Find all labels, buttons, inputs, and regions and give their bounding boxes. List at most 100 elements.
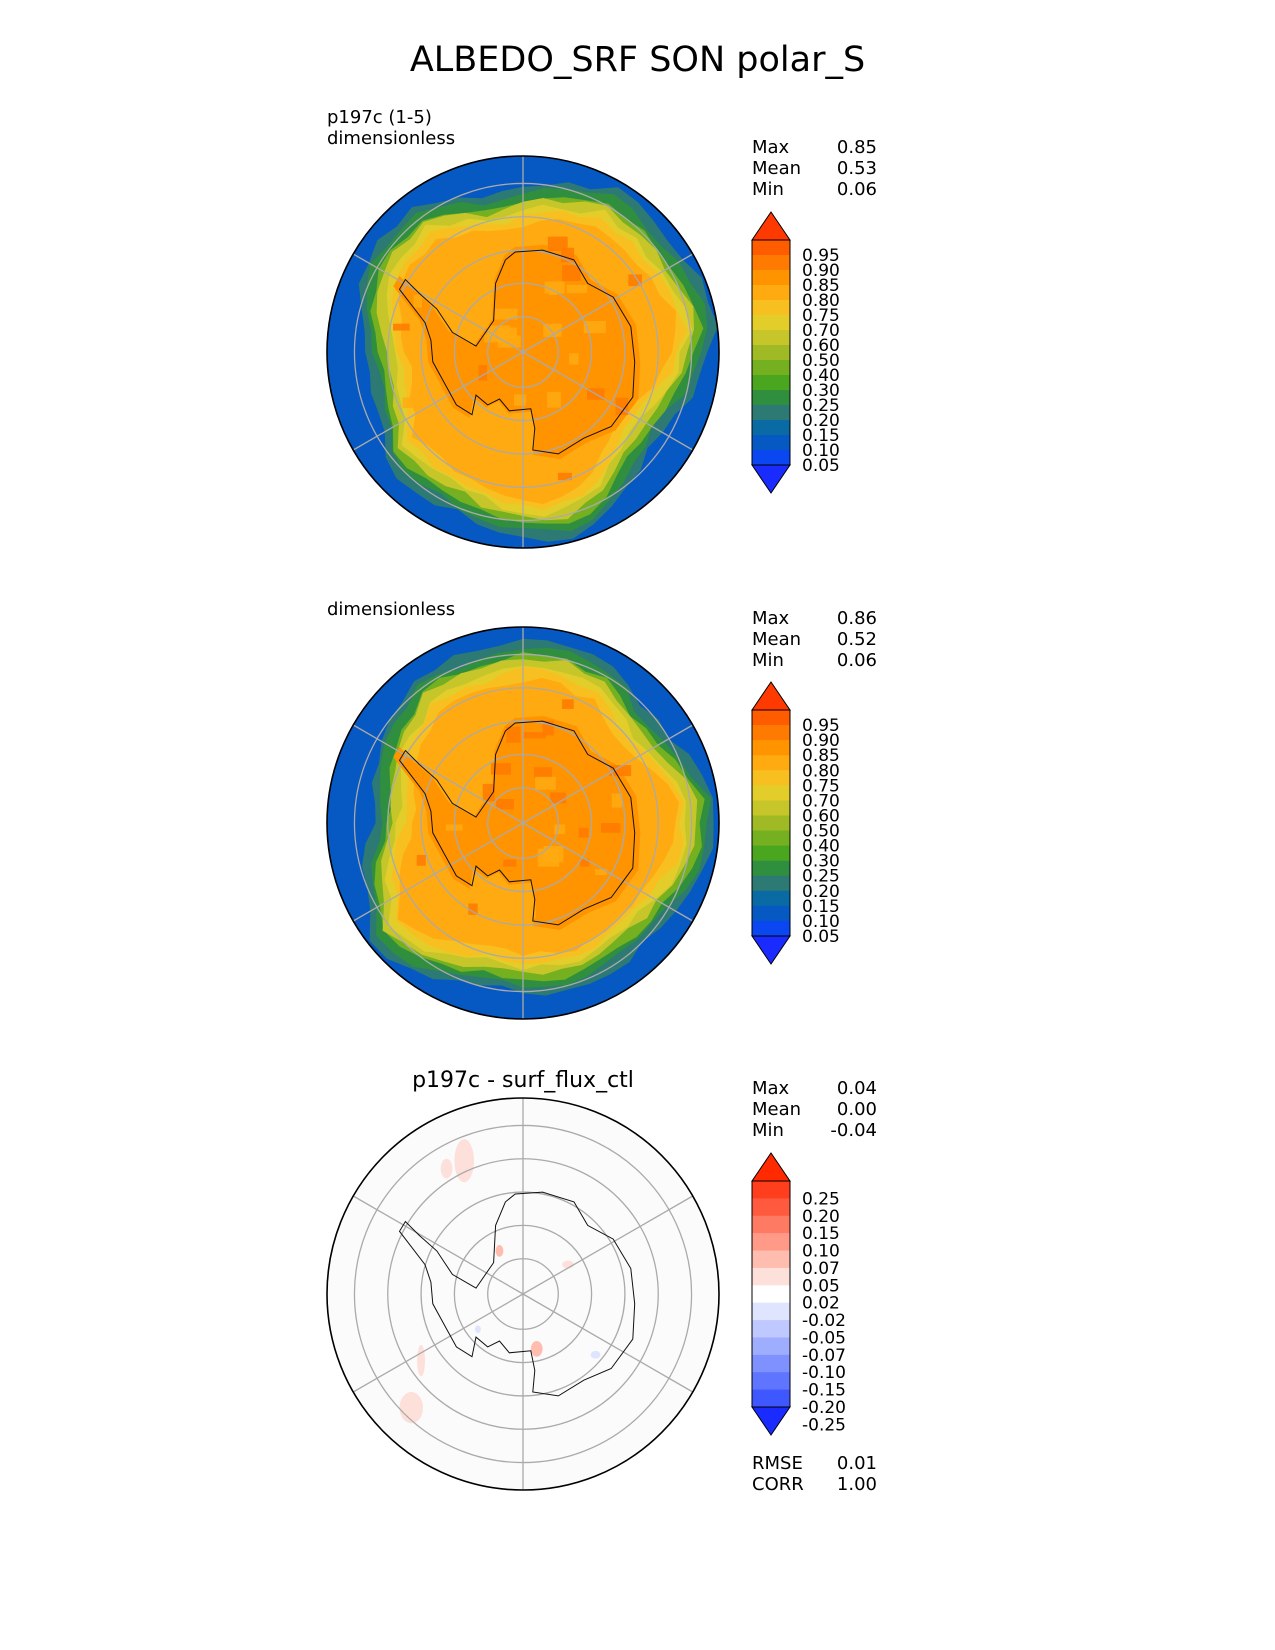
colorbar-tick-label: 0.60	[802, 336, 840, 356]
stat-value: 0.53	[836, 158, 877, 179]
colorbar-tick-label: 0.02	[802, 1294, 840, 1314]
contour-patch	[544, 281, 565, 294]
colorbar-tick-label: 0.25	[802, 867, 840, 887]
meridian-line	[522, 822, 694, 922]
panel-1: 0.950.900.850.800.750.700.600.500.400.30…	[326, 155, 840, 549]
colorbar-tick-label: 0.90	[802, 731, 840, 751]
colorbar-segment	[752, 450, 790, 466]
contour-patch	[440, 1158, 453, 1179]
colorbar-tick-label: 0.80	[802, 761, 840, 781]
meridian-line	[352, 1293, 524, 1393]
colorbar-tick-label: 0.85	[802, 746, 840, 766]
colorbar-segment	[752, 315, 790, 331]
colorbar-tick-label: 0.20	[802, 1207, 840, 1227]
colorbar-tick-label: 0.80	[802, 291, 840, 311]
colorbar-tick-label: 0.15	[802, 426, 840, 446]
colorbar-segment	[752, 1389, 790, 1408]
colorbar-tick-label: -0.10	[802, 1363, 846, 1383]
colorbar-frame	[751, 239, 791, 466]
contour-patch	[482, 783, 495, 802]
colorbar: 0.950.900.850.800.750.700.600.500.400.30…	[751, 211, 840, 494]
colorbar-segment	[752, 905, 790, 922]
antarctica-coastline	[398, 249, 636, 455]
colorbar-extend-max	[751, 681, 791, 711]
colorbar-tick-label: 0.90	[802, 261, 840, 281]
colorbar-segment	[752, 1215, 790, 1234]
polar-map	[327, 156, 719, 548]
colorbar-segment	[752, 770, 790, 786]
colorbar-segment	[752, 1181, 790, 1199]
colorbar-tick-label: 0.15	[802, 897, 840, 917]
colorbar-tick-label: -0.02	[802, 1311, 846, 1331]
colorbar-tick-label: 0.05	[802, 456, 840, 476]
figure-title: ALBEDO_SRF SON polar_S	[409, 40, 866, 80]
stat-value: 0.52	[836, 629, 877, 650]
contour-patch	[474, 1325, 481, 1334]
colorbar-extend-max	[751, 211, 791, 241]
contour-patch	[417, 1344, 425, 1377]
colorbar-segment	[752, 1337, 790, 1356]
colorbar-tick-label: -0.25	[802, 1415, 846, 1435]
contour-band	[393, 716, 641, 930]
colorbar-tick-label: 0.10	[802, 441, 840, 461]
colorbar-tick-label: 0.10	[802, 1242, 840, 1262]
contour-patch	[594, 868, 607, 876]
contour-patch	[487, 325, 510, 336]
contour-patch	[454, 1139, 475, 1183]
colorbar-tick-label: 0.25	[802, 396, 840, 416]
meridian-line	[352, 724, 524, 824]
colorbar: 0.950.900.850.800.750.700.600.500.400.30…	[751, 681, 840, 965]
colorbar-segment	[752, 255, 790, 271]
stat-key: RMSE	[752, 1453, 803, 1474]
colorbar-segment	[752, 360, 790, 376]
contour-patch	[543, 845, 564, 863]
contour-patch	[569, 353, 579, 365]
contour-patch	[468, 903, 478, 915]
colorbar-tick-label: 0.95	[802, 716, 840, 736]
contour-patch	[550, 792, 567, 804]
colorbar-segment	[752, 755, 790, 771]
contour-patch	[402, 397, 426, 409]
contour-patch	[494, 308, 518, 320]
colorbar-tick-label: 0.50	[802, 822, 840, 842]
colorbar-segment	[752, 890, 790, 907]
contour-patch	[562, 264, 581, 282]
contour-patch	[484, 334, 507, 343]
panel-label: p197c (1-5)	[327, 107, 432, 128]
stat-value: 0.00	[836, 1099, 877, 1120]
stat-row: Min -0.04	[752, 1120, 877, 1141]
stat-key: CORR	[752, 1474, 804, 1495]
panel-label: dimensionless	[327, 599, 456, 620]
contour-patch	[611, 793, 623, 808]
meridian-line	[522, 1195, 694, 1295]
stat-key: Min	[752, 650, 784, 671]
stat-value: -0.04	[830, 1120, 877, 1141]
contour-patch	[628, 274, 642, 287]
contour-patch	[566, 284, 588, 294]
stat-key: Mean	[752, 158, 802, 179]
contour-patch	[583, 320, 606, 334]
contour-patch	[416, 855, 426, 866]
colorbar-segment	[752, 330, 790, 346]
stat-value: 0.01	[836, 1453, 877, 1474]
colorbar-segment	[752, 1302, 790, 1321]
contour-patch	[523, 732, 547, 739]
colorbar-segment	[752, 1285, 790, 1304]
contour-patch	[478, 364, 488, 381]
stat-key: Max	[752, 608, 790, 629]
colorbar-segment	[752, 1320, 790, 1338]
panel-title: p197c - surf_flux_ctl	[412, 1068, 634, 1093]
map-boundary	[326, 626, 720, 1020]
meridian-line	[522, 253, 694, 353]
colorbar-extend-min	[751, 1406, 791, 1436]
panel-3: 0.250.200.150.100.070.050.02-0.02-0.05-0…	[326, 1097, 846, 1491]
contour-patch	[609, 765, 632, 777]
colorbar-segment	[752, 875, 790, 892]
contour-patch	[495, 798, 515, 810]
contour-patch	[590, 1350, 601, 1359]
contour-patch	[557, 472, 572, 481]
colorbar-segment	[752, 420, 790, 436]
colorbar-segment	[752, 240, 790, 256]
stat-row: Max 0.86	[752, 608, 877, 629]
colorbar-tick-label: -0.15	[802, 1381, 846, 1401]
